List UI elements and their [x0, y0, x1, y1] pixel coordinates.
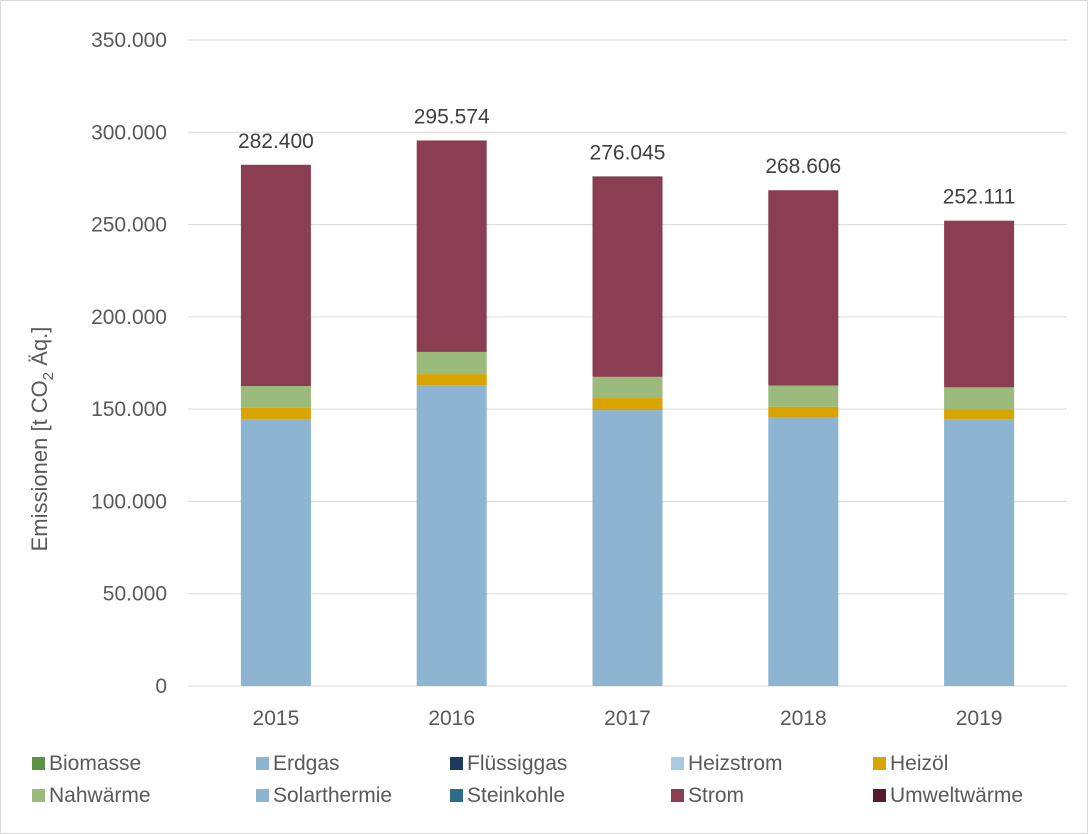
x-axis-ticks: 2015 2016 2017 2018 2019	[253, 707, 1003, 730]
y-tick-label: 300.000	[91, 121, 167, 144]
legend-item-strom: Strom	[671, 784, 744, 807]
legend-label: Heizstrom	[688, 752, 783, 775]
bar-segment-erdgas-2015	[240, 419, 311, 686]
bar-total-label: 282.400	[238, 130, 314, 153]
bar-segment-erdgas-2019	[944, 419, 1015, 686]
x-tick-label: 2016	[428, 707, 475, 730]
legend-swatch	[450, 789, 463, 802]
legend-item-biomasse: Biomasse	[32, 752, 141, 775]
legend-swatch	[256, 789, 269, 802]
x-tick-label: 2019	[956, 707, 1003, 730]
bar-segment-strom-2018	[768, 190, 839, 386]
legend-label: Solarthermie	[273, 784, 392, 807]
legend-item-umweltwärme: Umweltwärme	[873, 784, 1023, 807]
legend-item-heizöl: Heizöl	[873, 752, 948, 775]
legend-label: Umweltwärme	[890, 784, 1023, 807]
bar-segment-strom-2019	[944, 220, 1015, 388]
y-tick-label: 250.000	[91, 214, 167, 237]
bar-total-label: 295.574	[414, 105, 490, 128]
legend-item-heizstrom: Heizstrom	[671, 752, 783, 775]
bars	[240, 140, 1015, 686]
bar-segment-heizöl-2018	[768, 406, 839, 418]
legend-label: Steinkohle	[467, 784, 565, 807]
y-axis-label-suffix: Äq.]	[27, 327, 52, 372]
bar-total-label: 268.606	[765, 155, 841, 178]
legend-label: Flüssiggas	[467, 752, 567, 775]
legend-label: Heizöl	[890, 752, 948, 775]
bar-segment-nahwärme-2019	[944, 387, 1015, 410]
legend-item-flüssiggas: Flüssiggas	[450, 752, 567, 775]
bar-total-label: 252.111	[943, 186, 1016, 209]
legend-swatch	[873, 757, 886, 770]
bar-segment-strom-2015	[240, 164, 311, 387]
bar-segment-nahwärme-2017	[592, 376, 663, 399]
bar-segment-nahwärme-2015	[240, 386, 311, 408]
y-axis-label-subscript: 2	[40, 372, 57, 380]
bar-segment-nahwärme-2016	[416, 351, 487, 375]
legend-swatch	[450, 757, 463, 770]
legend-swatch	[32, 789, 45, 802]
bar-segment-heizöl-2017	[592, 398, 663, 411]
legend-item-nahwärme: Nahwärme	[32, 784, 151, 807]
legend-item-erdgas: Erdgas	[256, 752, 340, 775]
legend-label: Erdgas	[273, 752, 340, 775]
bar-segment-erdgas-2018	[768, 417, 839, 686]
x-tick-label: 2017	[604, 707, 651, 730]
y-tick-label: 200.000	[91, 306, 167, 329]
x-tick-label: 2018	[780, 707, 827, 730]
y-tick-label: 150.000	[91, 398, 167, 421]
y-axis-label: Emissionen [t CO2 Äq.]	[27, 327, 57, 552]
legend-label: Biomasse	[49, 752, 141, 775]
bar-segment-heizöl-2016	[416, 374, 487, 386]
y-tick-label: 0	[155, 675, 167, 698]
bar-segment-heizöl-2019	[944, 409, 1015, 420]
bar-totals: 282.400 295.574 276.045 268.606 252.111	[238, 105, 1016, 208]
x-tick-label: 2015	[253, 707, 300, 730]
legend-swatch	[256, 757, 269, 770]
bar-total-label: 276.045	[590, 141, 666, 164]
bar-segment-heizöl-2015	[240, 407, 311, 420]
legend-swatch	[671, 757, 684, 770]
y-tick-label: 350.000	[91, 29, 167, 52]
legend-swatch	[873, 789, 886, 802]
legend-item-solarthermie: Solarthermie	[256, 784, 392, 807]
bar-segment-strom-2017	[592, 177, 663, 377]
y-tick-label: 50.000	[103, 583, 167, 606]
legend-swatch	[671, 789, 684, 802]
bar-segment-strom-2016	[416, 140, 487, 352]
bar-segment-erdgas-2016	[416, 385, 487, 686]
bar-segment-umweltwärme-2017	[592, 176, 663, 178]
y-axis-ticks: 0 50.000 100.000 150.000 200.000 250.000 300.0…	[91, 29, 167, 698]
bar-segment-erdgas-2017	[592, 410, 663, 686]
y-tick-label: 100.000	[91, 490, 167, 513]
bar-segment-nahwärme-2018	[768, 385, 839, 407]
legend-label: Strom	[688, 784, 744, 807]
legend-label: Nahwärme	[49, 784, 151, 807]
legend-item-steinkohle: Steinkohle	[450, 784, 565, 807]
legend-swatch	[32, 757, 45, 770]
legend: Biomasse Erdgas Flüssiggas Heizstrom Heizöl N…	[32, 752, 1023, 807]
